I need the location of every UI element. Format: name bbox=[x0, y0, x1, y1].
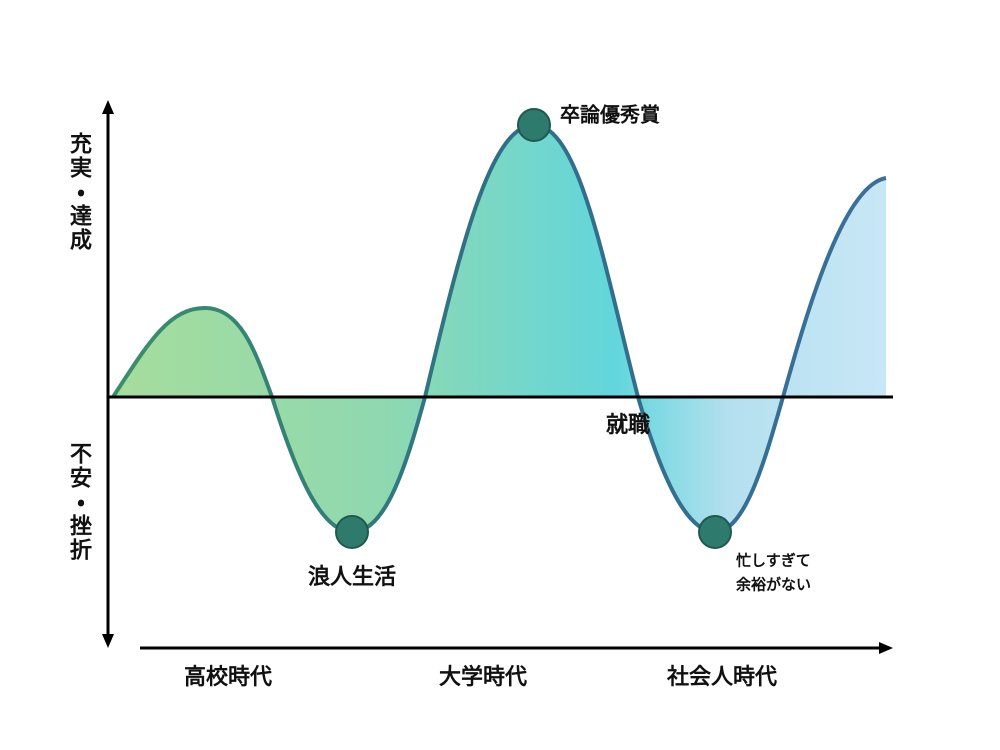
event-label: 余裕がない bbox=[736, 576, 811, 594]
event-label: 浪人生活 bbox=[308, 565, 396, 590]
event-label: 卒論優秀賞 bbox=[560, 103, 660, 127]
event-dot bbox=[517, 108, 551, 142]
curve-area bbox=[113, 125, 886, 532]
period-label: 社会人時代 bbox=[666, 665, 777, 690]
event-label: 忙しすぎて bbox=[736, 552, 811, 570]
y-label-top: 充実・達成 bbox=[66, 132, 91, 252]
x-arrow bbox=[879, 642, 893, 654]
period-label: 大学時代 bbox=[439, 664, 527, 690]
y-arrow-top bbox=[102, 100, 114, 114]
curve-line bbox=[111, 122, 887, 535]
event-dot bbox=[698, 515, 732, 549]
event-label: 就職 bbox=[606, 412, 650, 438]
y-arrow-bottom bbox=[102, 634, 114, 648]
period-label: 高校時代 bbox=[184, 664, 272, 690]
y-label-bottom: 不安・挫折 bbox=[66, 442, 91, 562]
event-dot bbox=[335, 515, 369, 549]
